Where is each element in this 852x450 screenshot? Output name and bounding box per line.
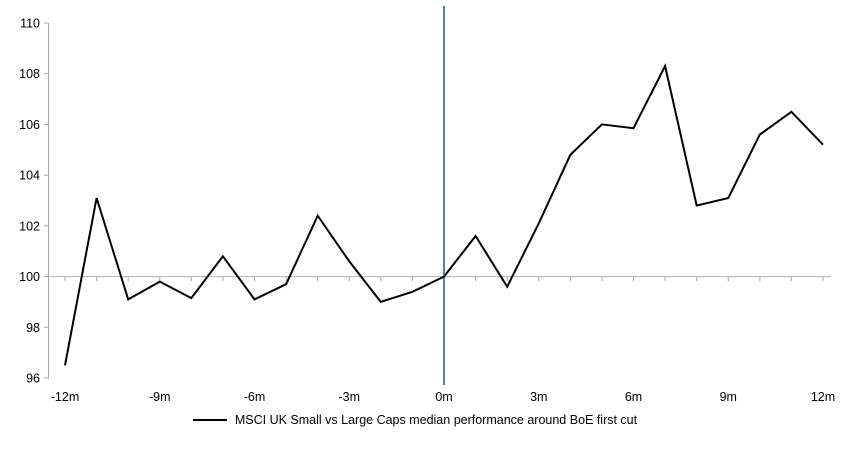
y-tick-label: 98: [26, 321, 40, 335]
y-tick-label: 106: [19, 118, 40, 132]
x-tick-label: 9m: [720, 390, 737, 404]
y-tick-label: 96: [26, 372, 40, 386]
x-tick-label: 0m: [435, 390, 452, 404]
y-tick-label: 102: [19, 219, 40, 233]
chart-legend: MSCI UK Small vs Large Caps median perfo…: [0, 413, 830, 427]
x-tick-label: 12m: [811, 390, 835, 404]
series-line: [64, 63, 824, 366]
x-tick-label: -6m: [244, 390, 266, 404]
y-tick-label: 108: [19, 67, 40, 81]
y-tick-label: 100: [19, 270, 40, 284]
x-tick-label: 3m: [530, 390, 547, 404]
legend-line-swatch: [192, 419, 227, 421]
y-tick-label: 110: [20, 17, 40, 31]
legend-label: MSCI UK Small vs Large Caps median perfo…: [234, 413, 638, 427]
y-tick-label: 104: [19, 169, 40, 183]
x-tick-label: -3m: [338, 390, 360, 404]
x-tick-label: -9m: [149, 390, 171, 404]
x-tick-label: -12m: [51, 390, 79, 404]
x-tick-label: 6m: [625, 390, 642, 404]
